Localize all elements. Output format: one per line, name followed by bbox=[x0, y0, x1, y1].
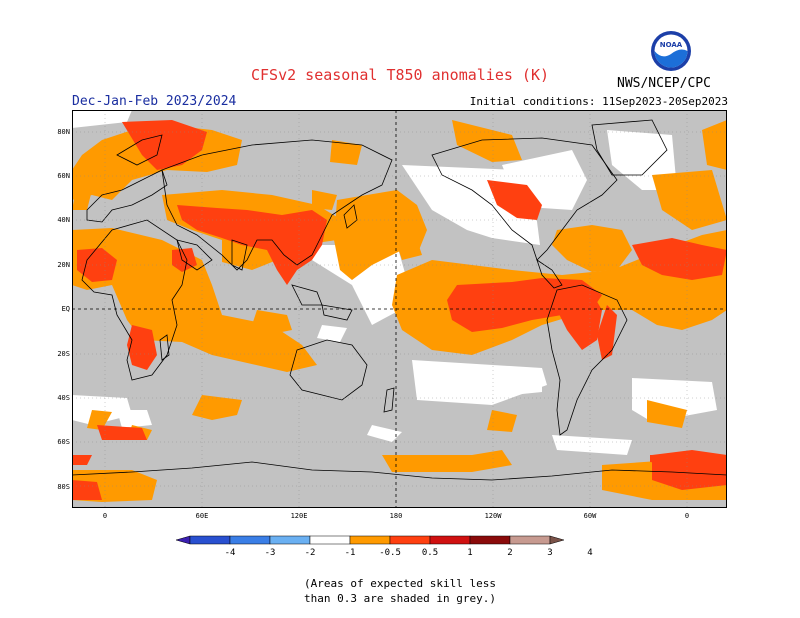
colorbar-label: 1 bbox=[467, 548, 472, 558]
lat-label: 60S bbox=[57, 438, 70, 446]
lat-label: 80N bbox=[57, 128, 70, 136]
lon-label: 120E bbox=[290, 512, 308, 520]
lon-label: 60W bbox=[583, 512, 597, 520]
lat-label: 20N bbox=[57, 261, 70, 269]
lat-label: EQ bbox=[61, 305, 70, 313]
colorbar-label: -4 bbox=[225, 548, 236, 558]
season-label: Dec-Jan-Feb 2023/2024 bbox=[72, 94, 237, 109]
colorbar-label: 3 bbox=[547, 548, 552, 558]
colorbar-segment bbox=[469, 535, 511, 545]
colorbar-label: -1 bbox=[345, 548, 356, 558]
logo-text: NOAA bbox=[660, 41, 683, 49]
colorbar-segment bbox=[269, 535, 311, 545]
lon-label: 60E bbox=[195, 512, 209, 520]
colorbar-label: 0.5 bbox=[422, 548, 438, 558]
map-title: CFSv2 seasonal T850 anomalies (K) bbox=[250, 66, 549, 84]
colorbar-segment bbox=[389, 535, 431, 545]
color-scale-bar: -4 -3 -2 -1 -0.5 0.5 1 2 3 4 bbox=[175, 535, 593, 558]
noaa-logo-icon: NOAA bbox=[651, 31, 691, 71]
lon-label: 0 bbox=[684, 512, 690, 520]
lat-label: 40N bbox=[57, 216, 70, 224]
colorbar-segment bbox=[229, 535, 271, 545]
colorbar-label: -3 bbox=[265, 548, 276, 558]
lon-label: 120W bbox=[484, 512, 502, 520]
lat-label: 40S bbox=[57, 394, 70, 402]
lat-label: 80S bbox=[57, 483, 70, 491]
colorbar-segment bbox=[189, 535, 231, 545]
colorbar-label: -2 bbox=[305, 548, 316, 558]
skill-note-line: than 0.3 are shaded in grey.) bbox=[303, 592, 497, 605]
lon-label: 0 bbox=[102, 512, 108, 520]
lon-label: 180 bbox=[389, 512, 403, 520]
coastlines bbox=[72, 119, 727, 481]
colorbar-label: -0.5 bbox=[379, 548, 401, 558]
colorbar-segment bbox=[429, 535, 471, 545]
anomaly-map bbox=[72, 110, 727, 508]
colorbar-segment bbox=[509, 535, 551, 545]
colorbar-segment bbox=[349, 535, 391, 545]
colorbar-segment bbox=[309, 535, 351, 545]
agency-label: NWS/NCEP/CPC bbox=[617, 76, 711, 91]
strong-warm-anomaly-regions bbox=[72, 120, 727, 500]
colorbar-high-arrow bbox=[549, 535, 565, 545]
skill-note: (Areas of expected skill less than 0.3 a… bbox=[0, 576, 800, 606]
skill-note-line: (Areas of expected skill less bbox=[303, 577, 497, 590]
lat-label: 20S bbox=[57, 350, 70, 358]
lat-label: 60N bbox=[57, 172, 70, 180]
initial-conditions-label: Initial conditions: 11Sep2023-20Sep2023 bbox=[469, 95, 728, 108]
colorbar-low-arrow bbox=[175, 535, 191, 545]
colorbar-label: 4 bbox=[587, 548, 592, 558]
colorbar-label: 2 bbox=[507, 548, 512, 558]
